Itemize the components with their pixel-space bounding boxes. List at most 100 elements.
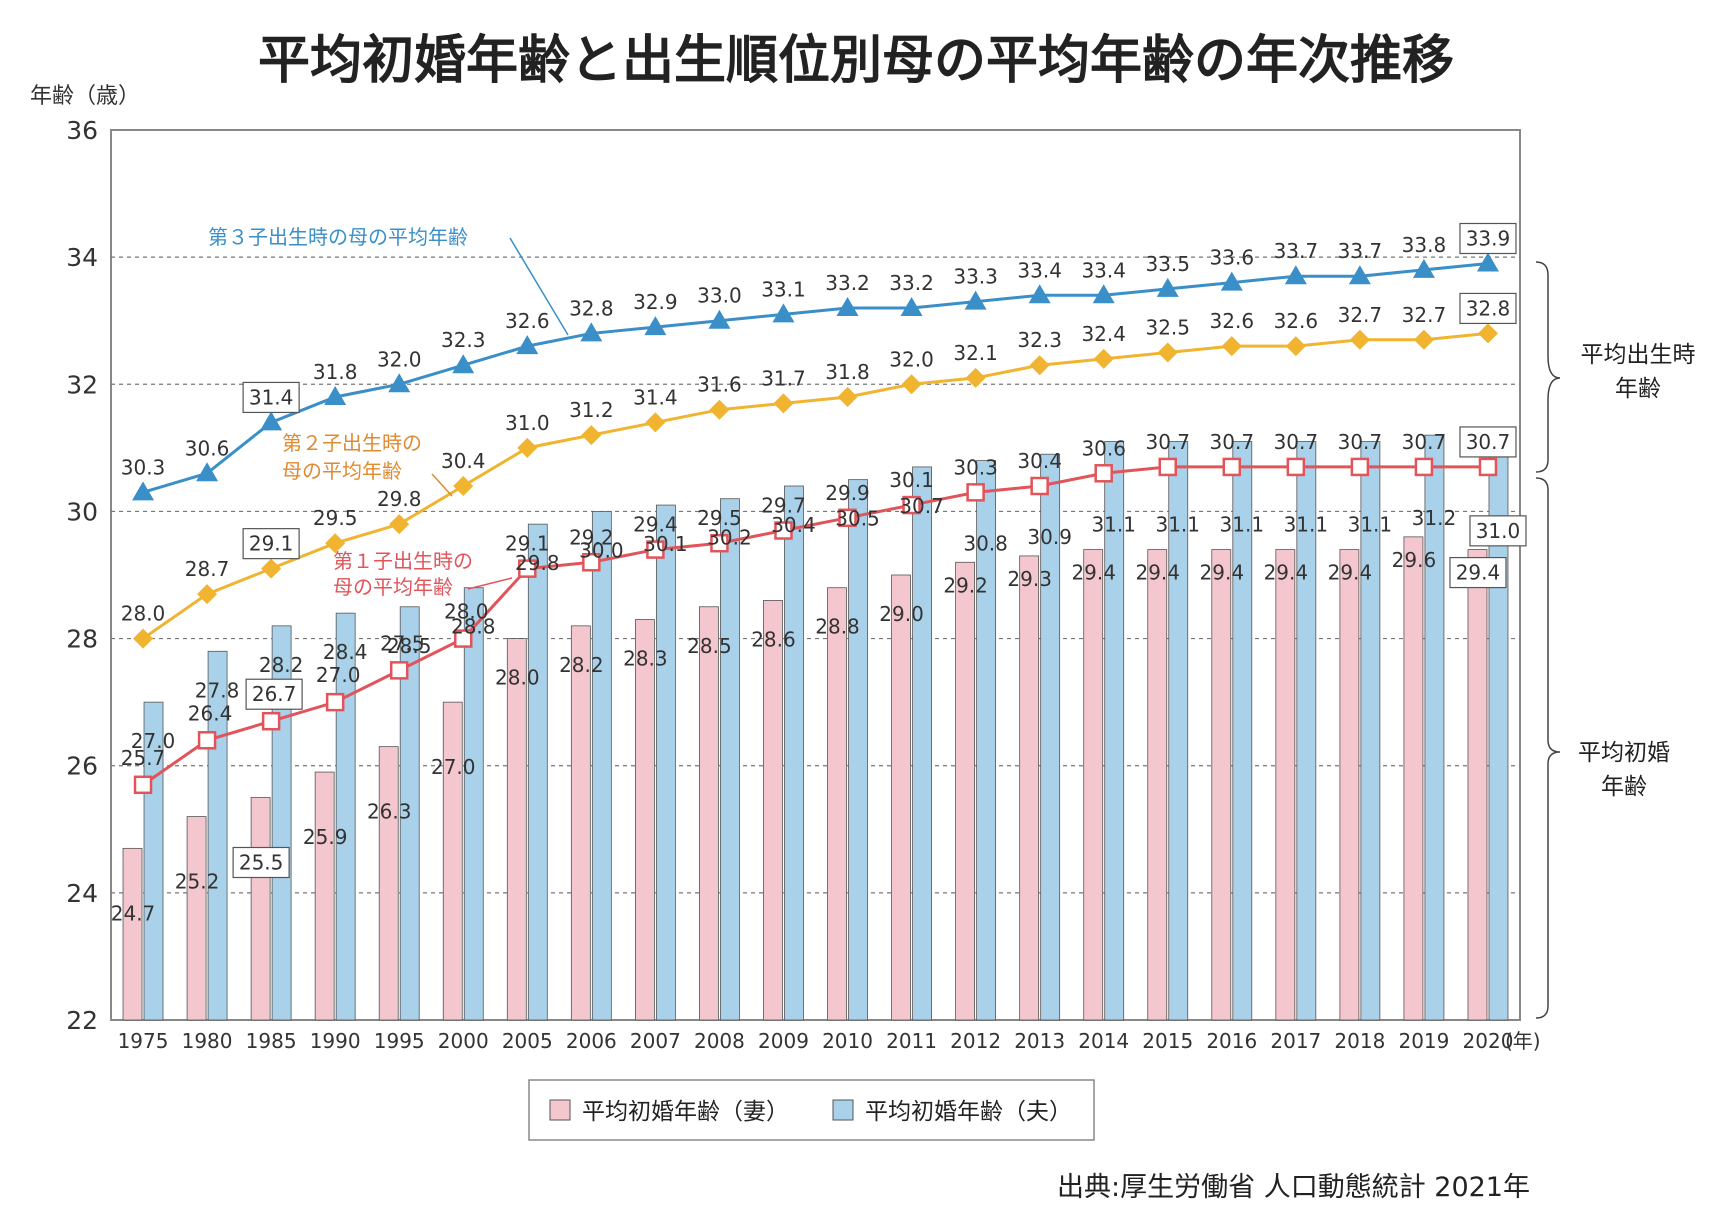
- label-wife-2020-box: [1449, 556, 1507, 589]
- bar-husband-2019: [1424, 434, 1445, 1021]
- label-wife-1980: 25.2: [175, 870, 220, 894]
- label-husband-2006: 30.0: [579, 538, 624, 562]
- marker-first-child-1990: [325, 692, 345, 712]
- x-tick-1980: 1980: [182, 1029, 233, 1053]
- label-first-child-2009: 29.7: [761, 494, 806, 518]
- x-tick-2019: 2019: [1398, 1029, 1449, 1053]
- marker-second-child-2020: [1477, 323, 1498, 344]
- bar-wife-2005: [506, 638, 527, 1021]
- label-third-child-2010: 33.2: [825, 271, 870, 295]
- label-third-child-2009: 33.1: [761, 277, 806, 301]
- marker-first-child-2017: [1286, 457, 1306, 477]
- bar-wife-2006: [570, 625, 591, 1021]
- marker-first-child-2015: [1158, 457, 1177, 477]
- x-tick-2014: 2014: [1078, 1029, 1129, 1053]
- marker-third-child-2010: [836, 297, 859, 316]
- label-wife-2006: 28.2: [559, 653, 604, 677]
- label-third-child-2015: 33.5: [1145, 252, 1190, 276]
- marker-third-child-2013: [1028, 284, 1051, 304]
- marker-second-child-2005: [517, 437, 538, 458]
- marriage-age-brace: [1535, 477, 1561, 1019]
- marker-first-child-2000: [454, 629, 473, 648]
- label-wife-2007: 28.3: [623, 647, 668, 671]
- brace-label-marriage-line1: 平均初婚: [1578, 740, 1670, 766]
- label-first-child-2005: 29.1: [505, 532, 550, 556]
- label-second-child-2006: 31.2: [569, 398, 614, 422]
- marker-first-child-2010: [838, 508, 857, 528]
- marker-third-child-1980: [196, 462, 219, 482]
- marker-second-child-2015: [1157, 342, 1178, 363]
- lines: [132, 252, 1499, 795]
- plot-frame: [110, 129, 1521, 1021]
- y-axis-label: 年齢（歳）: [30, 84, 140, 109]
- label-first-child-2018: 30.7: [1338, 430, 1383, 454]
- y-tick-22: 22: [66, 1006, 98, 1035]
- marker-third-child-1985: [260, 411, 283, 431]
- label-first-child-1995: 27.5: [380, 631, 425, 655]
- marker-third-child-2015: [1156, 277, 1179, 297]
- label-husband-2008: 30.2: [707, 526, 752, 550]
- label-first-child-2017: 30.7: [1274, 430, 1319, 454]
- label-husband-2009: 30.4: [771, 513, 816, 537]
- marker-first-child-2019: [1414, 457, 1434, 477]
- marker-first-child-2020: [1478, 457, 1498, 477]
- bar-husband-2009: [784, 485, 804, 1021]
- marker-first-child-1985: [261, 711, 281, 731]
- marker-first-child-2007: [646, 540, 665, 559]
- brace-label-birth-line2: 年齢: [1615, 376, 1661, 402]
- label-wife-2017: 29.4: [1264, 561, 1309, 585]
- marker-second-child-2008: [709, 399, 730, 420]
- label-first-child-2000: 28.0: [444, 600, 489, 624]
- first-child-annotation-line2: 母の平均年齢: [333, 575, 453, 599]
- label-first-child-2015: 30.7: [1145, 430, 1190, 454]
- marker-second-child-1985: [261, 558, 282, 579]
- label-first-child-2019: 30.7: [1402, 430, 1447, 454]
- bar-wife-2020: [1467, 549, 1488, 1021]
- label-third-child-1985: 31.4: [249, 385, 294, 409]
- label-wife-2000: 27.0: [431, 755, 476, 779]
- label-wife-2005: 28.0: [495, 666, 540, 690]
- marker-first-child-2011: [902, 495, 921, 515]
- label-first-child-2010: 29.9: [825, 481, 870, 505]
- bar-husband-2017: [1296, 441, 1317, 1021]
- label-first-child-2007: 29.4: [633, 513, 678, 537]
- bar-husband-2016: [1232, 441, 1253, 1021]
- label-wife-2019: 29.6: [1392, 548, 1437, 572]
- label-third-child-2020: 33.9: [1466, 227, 1511, 251]
- marker-third-child-1995: [388, 373, 411, 393]
- first-child-annotation-pointer: [467, 577, 513, 590]
- label-first-child-2006: 29.2: [569, 525, 614, 549]
- x-tick-2008: 2008: [694, 1029, 745, 1053]
- x-tick-2013: 2013: [1014, 1029, 1065, 1053]
- second-child-annotation-line1: 第２子出生時の: [282, 431, 422, 455]
- label-second-child-2010: 31.8: [825, 360, 870, 384]
- label-second-child-2018: 32.7: [1338, 303, 1383, 327]
- label-husband-1980: 27.8: [195, 678, 240, 702]
- label-first-child-2011: 30.1: [889, 468, 934, 492]
- label-third-child-2016: 33.6: [1210, 246, 1255, 270]
- bar-wife-2013: [1019, 555, 1040, 1021]
- label-second-child-2017: 32.6: [1274, 309, 1319, 333]
- bar-husband-2006: [591, 511, 612, 1021]
- label-husband-2019: 31.2: [1412, 506, 1457, 530]
- x-tick-2006: 2006: [566, 1029, 617, 1053]
- bar-husband-2013: [1040, 453, 1061, 1021]
- line-third-child: [142, 262, 1489, 494]
- label-second-child-2008: 31.6: [697, 373, 742, 397]
- marker-first-child-2016: [1222, 457, 1242, 477]
- label-wife-1975: 24.7: [111, 901, 156, 925]
- bar-wife-2007: [634, 619, 655, 1021]
- label-third-child-1975: 30.3: [121, 455, 166, 479]
- bar-wife-2008: [699, 606, 719, 1021]
- y-tick-28: 28: [66, 625, 98, 654]
- line-first-child: [142, 465, 1488, 787]
- marker-third-child-1990: [324, 386, 347, 405]
- label-first-child-1990: 27.0: [316, 663, 361, 687]
- marker-third-child-2016: [1220, 271, 1243, 291]
- label-second-child-2013: 32.3: [1017, 328, 1062, 352]
- label-third-child-2013: 33.4: [1017, 258, 1062, 282]
- source-note: 出典:厚生労働省 人口動態統計 2021年: [1057, 1172, 1530, 1203]
- label-husband-2016: 31.1: [1220, 513, 1265, 537]
- label-first-child-2014: 30.6: [1081, 436, 1126, 460]
- first-child-annotation-line1: 第１子出生時の: [333, 549, 473, 573]
